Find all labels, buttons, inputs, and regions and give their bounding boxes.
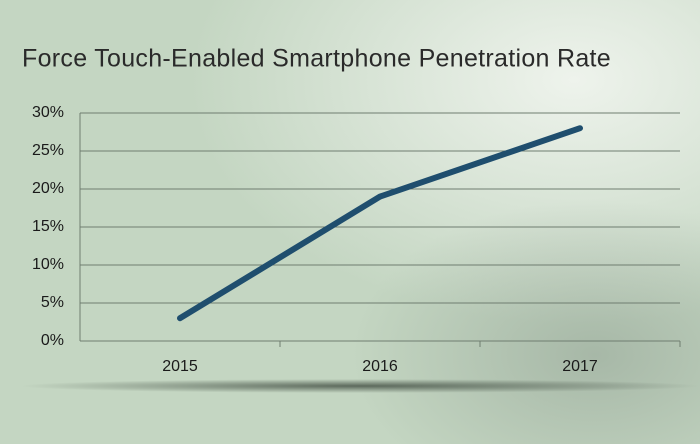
line: [177, 125, 583, 322]
x-tick-label: 2017: [562, 358, 598, 375]
y-tick-label: 15%: [32, 218, 64, 235]
x-tick-label: 2015: [162, 358, 198, 375]
chart-title: Force Touch-Enabled Smartphone Penetrati…: [22, 45, 611, 73]
shadow: [20, 379, 700, 393]
y-tick-label: 10%: [32, 256, 64, 273]
x-tick-label: 2016: [362, 358, 398, 375]
y-tick-label: 30%: [32, 104, 64, 121]
y-tick-label: 20%: [32, 180, 64, 197]
y-tick-label: 25%: [32, 142, 64, 159]
y-tick-label: 0%: [41, 332, 64, 349]
y-tick-label: 5%: [41, 294, 64, 311]
